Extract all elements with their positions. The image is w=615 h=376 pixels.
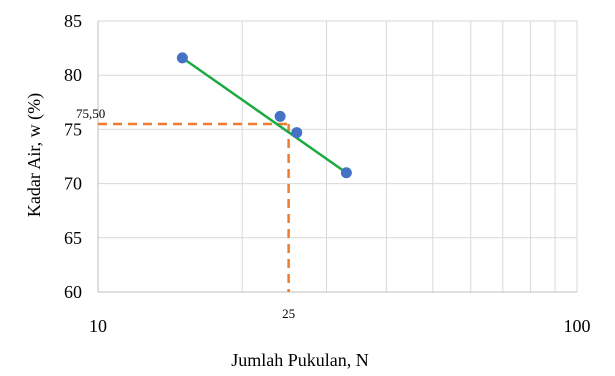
data-point xyxy=(340,167,352,179)
reference-x-label: 25 xyxy=(282,306,295,321)
x-tick-label: 100 xyxy=(564,316,591,336)
y-tick-label: 65 xyxy=(64,228,82,248)
grid-layer xyxy=(97,20,578,293)
data-point xyxy=(176,52,188,64)
axis-layer xyxy=(97,21,577,293)
reference-layer xyxy=(98,122,290,292)
label-layer: 60 65 70 75 80 85 10 100 75,50 25 xyxy=(64,11,591,336)
y-tick-label: 60 xyxy=(64,282,82,302)
y-axis-title: Kadar Air, w (%) xyxy=(24,93,45,217)
y-tick-label: 85 xyxy=(64,11,82,31)
x-axis-title: Jumlah Pukulan, N xyxy=(231,350,369,370)
point-layer xyxy=(176,52,352,179)
data-point xyxy=(274,110,286,122)
line-layer xyxy=(181,56,348,174)
y-tick-label: 75 xyxy=(64,119,82,139)
data-point xyxy=(291,127,303,139)
x-tick-label: 10 xyxy=(89,316,107,336)
trend-line xyxy=(181,56,348,174)
reference-y-label: 75,50 xyxy=(76,106,105,121)
y-tick-label: 80 xyxy=(64,65,82,85)
y-tick-label: 70 xyxy=(64,174,82,194)
